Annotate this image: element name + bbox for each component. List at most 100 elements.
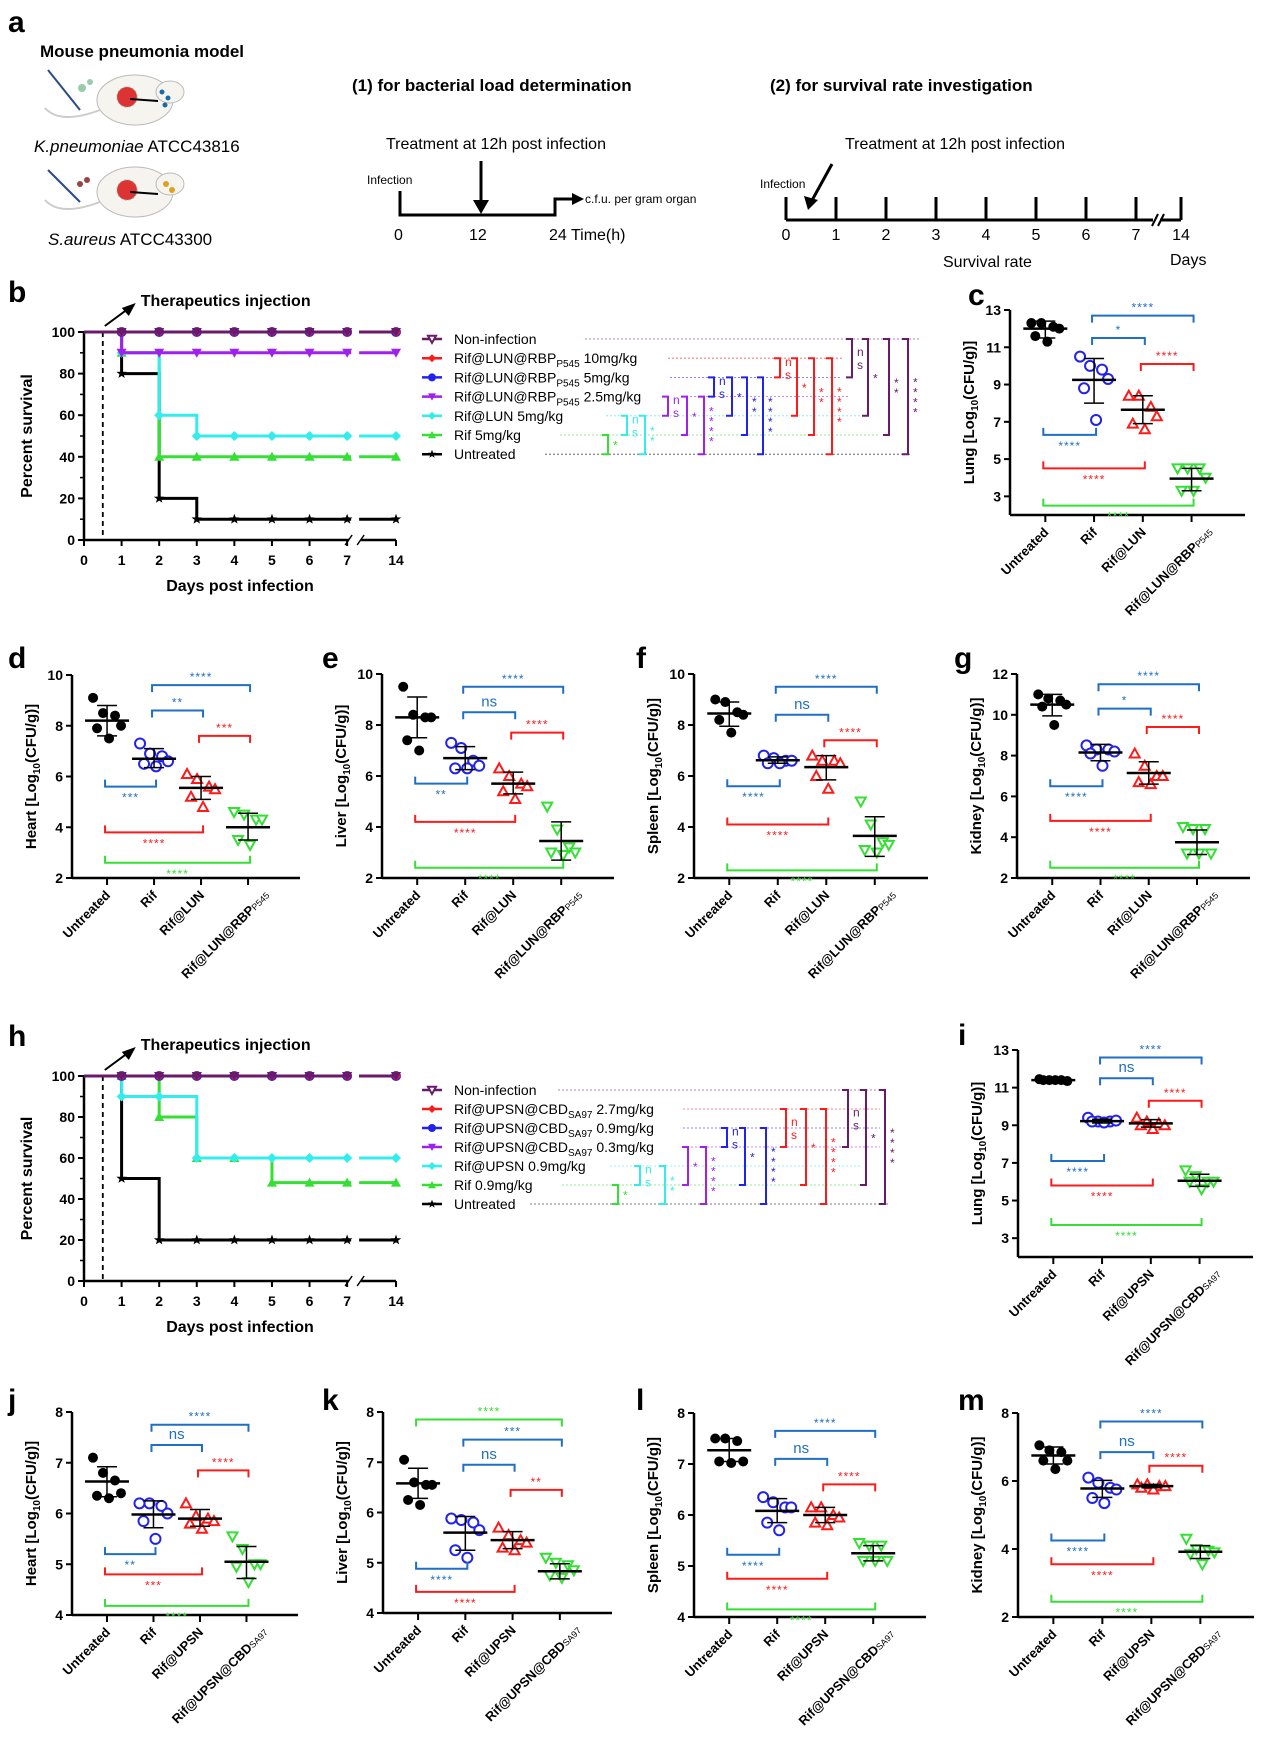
data-point: [266, 1234, 278, 1245]
data-point: [304, 1153, 315, 1163]
significance-bracket: [462, 685, 565, 694]
y-axis-title-text: (CFU/g)]: [23, 704, 40, 763]
significance-bracket: [1042, 427, 1098, 436]
x-tick-label-text: Rif: [1077, 524, 1100, 547]
legend-label: Rif 5mg/kg: [454, 427, 521, 443]
significance-label: n: [791, 1115, 798, 1129]
data-point: [496, 784, 510, 797]
comparison-bracket: [708, 376, 715, 398]
x-tick-label-text: Rif@LUN: [156, 888, 207, 939]
data-point: [266, 348, 277, 358]
data-point: [342, 328, 353, 337]
timeline2-tick-label: 1: [832, 227, 841, 244]
x-tick-label-text: Untreated: [60, 887, 114, 941]
timeline2-tick-label: 3: [932, 227, 941, 244]
timeline2-unit: Days: [1170, 252, 1206, 269]
data-point: [1138, 422, 1152, 435]
significance-label: ****: [212, 1455, 235, 1469]
legend-marker-icon: [428, 393, 436, 401]
y-axis-title-text: Spleen [Log: [645, 768, 662, 854]
significance-label: *: [873, 371, 878, 385]
panel-label-k: k: [322, 1384, 339, 1417]
group-rif: [1080, 1111, 1125, 1129]
y-tick-label: 20: [59, 1232, 75, 1248]
data-point: [1026, 318, 1037, 329]
group-rif-lun-rbp: [226, 807, 271, 853]
y-tick-label: 10: [669, 666, 685, 682]
data-point: [149, 1532, 162, 1545]
legend-item: Rif@LUN 5mg/kg: [422, 408, 563, 424]
significance-label: *: [871, 1132, 876, 1146]
y-tick-label: 9: [993, 377, 1001, 393]
x-tick-label: Rif: [448, 887, 471, 910]
legend-label-name: Rif@UPSN@CBD: [454, 1120, 568, 1136]
y-tick-label: 7: [55, 1455, 63, 1471]
data-point: [550, 824, 564, 837]
comparison-bracket: [879, 1089, 886, 1205]
significance-label: ****: [1067, 1545, 1090, 1559]
data-point: [137, 1515, 150, 1528]
comparison-bracket: [760, 1127, 767, 1205]
data-point: [1096, 363, 1109, 376]
significance-bracket: [150, 1423, 250, 1432]
data-point: [1033, 689, 1044, 700]
data-point: [1204, 848, 1218, 861]
panel-label-b: b: [8, 276, 26, 309]
y-tick-label: 4: [55, 1607, 63, 1623]
significance-bracket: [774, 1429, 877, 1438]
significance-label: s: [785, 368, 791, 382]
x-axis-title: Days post infection: [166, 578, 314, 595]
legend-label-name: Rif@LUN@RBP: [454, 389, 556, 405]
data-point: [391, 1153, 401, 1163]
significance-label: ****: [189, 1410, 212, 1424]
data-point: [445, 1512, 458, 1525]
x-tick-label-text: Rif: [760, 1626, 783, 1649]
annotation-arrow: [104, 308, 129, 327]
x-tick-label: Rif: [1077, 524, 1100, 547]
data-point: [539, 1552, 553, 1565]
significance-label: ****: [1091, 1568, 1114, 1582]
data-point: [229, 451, 240, 461]
significance-bracket: [462, 1438, 563, 1447]
significance-bracket: [726, 817, 830, 826]
series-untreated: [84, 1074, 402, 1245]
comparison-bracket: [800, 1108, 807, 1186]
significance-bracket: [151, 709, 205, 718]
legend-label-subscript: SA97: [568, 1110, 593, 1121]
significance-label: *: [670, 1184, 675, 1198]
data-point: [455, 741, 468, 754]
timeline2-tick-label: 7: [1132, 227, 1141, 244]
group-rif: [132, 737, 177, 773]
panel-label-h: h: [8, 1020, 26, 1053]
data-point: [104, 733, 115, 744]
group-rif-upsn: [1128, 1110, 1173, 1135]
legend-item: Rif@UPSN 0.9mg/kg: [422, 1158, 586, 1174]
y-axis-title-subscript: 10: [32, 1500, 43, 1512]
data-point: [195, 1521, 209, 1534]
panel-label-f: f: [636, 642, 647, 675]
panel-label-d: d: [8, 642, 26, 675]
legend-label-subscript: P545: [556, 398, 580, 409]
data-point: [342, 1177, 353, 1187]
x-tick-label: Rif: [449, 1622, 472, 1645]
data-point: [767, 1496, 780, 1509]
y-tick-label: 60: [59, 1150, 75, 1166]
group-rif: [1078, 739, 1123, 772]
x-tick-label-text: Rif@LUN: [1098, 525, 1149, 576]
significance-label: *: [737, 391, 742, 405]
significance-label: ****: [1113, 872, 1136, 886]
x-tick-label: 7: [343, 1293, 351, 1309]
data-point: [556, 850, 570, 863]
significance-label: ****: [1162, 712, 1185, 726]
significance-label: ****: [815, 672, 838, 686]
x-tick-label: Untreated: [998, 524, 1052, 578]
data-point: [540, 801, 554, 814]
significance-label: ****: [478, 872, 501, 886]
y-tick-label: 80: [59, 1109, 75, 1125]
x-tick-label: Rif@UPSN: [1100, 1267, 1157, 1324]
data-point: [1182, 1176, 1197, 1189]
significance-label: **: [531, 1475, 542, 1489]
significance-label: s: [791, 1128, 797, 1142]
significance-label: ns: [793, 1440, 809, 1457]
data-point: [133, 1497, 146, 1510]
